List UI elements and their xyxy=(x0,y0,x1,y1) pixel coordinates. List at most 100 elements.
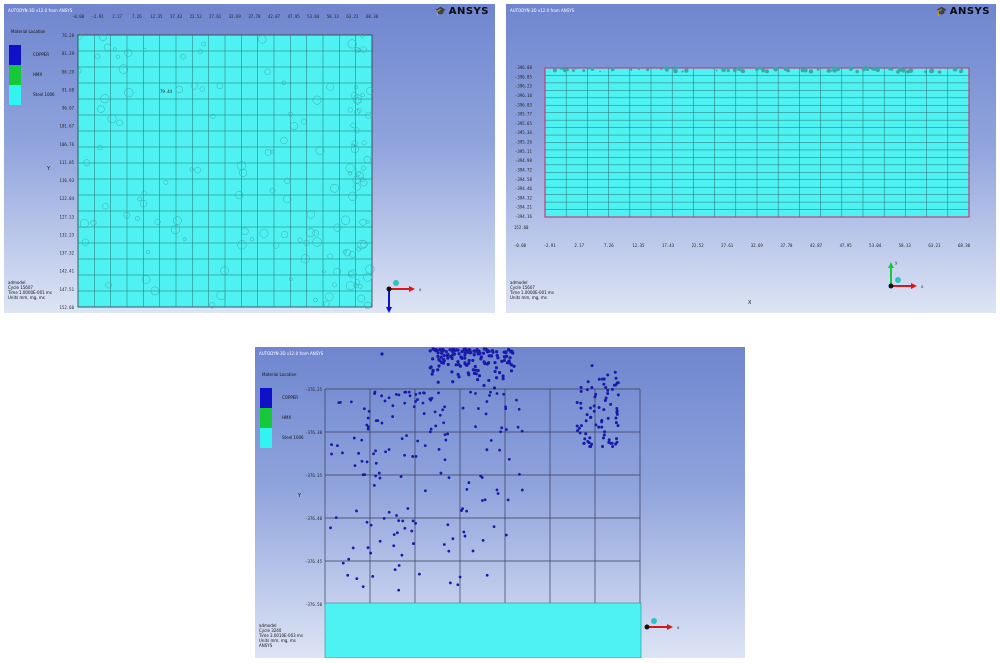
copper-fragment xyxy=(373,392,376,396)
surface-pit xyxy=(361,140,367,146)
y-tick-label: 101.67 xyxy=(60,124,75,129)
surface-crater xyxy=(826,68,831,73)
copper-fragment xyxy=(602,433,606,437)
copper-fragment xyxy=(414,400,417,403)
copper-fragment xyxy=(443,433,447,437)
copper-fragment xyxy=(485,573,489,577)
copper-fragment xyxy=(400,437,404,441)
surface-pit xyxy=(358,284,363,289)
copper-fragment xyxy=(473,364,477,369)
surface-pit xyxy=(303,239,310,246)
copper-fragment xyxy=(579,401,583,405)
y-tick-label: -376.50 xyxy=(305,602,322,607)
surface-pit xyxy=(356,48,361,53)
copper-fragment xyxy=(378,539,382,543)
copper-fragment xyxy=(597,377,601,381)
copper-fragment xyxy=(380,421,384,425)
surface-pit xyxy=(175,85,183,94)
copper-fragment xyxy=(590,385,594,389)
copper-fragment xyxy=(448,581,452,585)
x-tick-label: 22.52 xyxy=(190,14,203,19)
copper-fragment xyxy=(602,377,606,381)
surface-crater xyxy=(784,68,787,71)
copper-fragment xyxy=(512,364,516,368)
surface-crater xyxy=(673,68,678,74)
copper-fragment xyxy=(446,432,450,436)
copper-fragment xyxy=(477,374,482,378)
surface-pit xyxy=(100,94,110,104)
surface-crater xyxy=(832,66,836,71)
viewport-fragment-view[interactable]: AUTODYN-3D v12.0 from ANSYS Material Loc… xyxy=(255,347,745,658)
copper-fragment xyxy=(583,437,587,441)
copper-fragment xyxy=(494,366,499,370)
copper-fragment xyxy=(481,351,486,355)
copper-fragment xyxy=(589,415,593,419)
copper-fragment xyxy=(442,421,446,425)
y-tick-label: 76.28 xyxy=(62,33,75,38)
y-tick-label: -376.35 xyxy=(305,473,322,478)
triad-z-marker xyxy=(393,280,399,286)
viewport-top-view[interactable]: AUTODYN-3D v12.0 from ANSYS 🎓 ANSYS Mater… xyxy=(4,4,495,313)
surface-pit xyxy=(280,136,288,145)
copper-fragment xyxy=(495,392,499,395)
surface-pit xyxy=(364,301,372,310)
copper-fragment xyxy=(365,460,369,464)
copper-fragment xyxy=(483,498,487,502)
triad-z-marker xyxy=(895,277,901,283)
viewport-side-view[interactable]: AUTODYN-3D v12.0 from ANSYS 🎓 ANSYS -396.… xyxy=(506,4,996,313)
surface-pit xyxy=(333,267,341,276)
surface-pit xyxy=(283,194,292,204)
surface-pit xyxy=(359,32,365,38)
surface-pit xyxy=(273,242,280,249)
copper-fragment xyxy=(484,412,488,416)
copper-fragment xyxy=(437,357,441,362)
copper-fragment xyxy=(407,390,411,394)
copper-fragment xyxy=(450,356,454,361)
copper-fragment xyxy=(474,392,477,395)
copper-fragment xyxy=(439,471,443,475)
surface-pit xyxy=(201,41,206,47)
copper-fragment xyxy=(380,394,383,398)
copper-fragment xyxy=(436,354,440,359)
copper-fragment xyxy=(473,349,477,354)
copper-fragment xyxy=(509,369,514,373)
copper-fragment xyxy=(495,350,499,354)
copper-fragment xyxy=(392,544,396,548)
copper-fragment xyxy=(502,355,507,359)
x-tick-label: 32.69 xyxy=(229,14,242,19)
copper-fragment xyxy=(509,363,514,367)
surface-pit xyxy=(103,43,112,51)
x-tick-label: 32.69 xyxy=(751,243,764,248)
surface-pit xyxy=(357,294,366,303)
copper-fragment xyxy=(405,434,408,438)
surface-pit xyxy=(209,302,216,309)
copper-fragment xyxy=(609,402,613,406)
surface-pit xyxy=(97,144,103,151)
copper-fragment xyxy=(592,409,596,413)
copper-fragment xyxy=(403,526,407,530)
surface-pit xyxy=(353,96,362,105)
surface-crater xyxy=(681,70,684,73)
copper-fragment xyxy=(380,352,384,356)
copper-fragment xyxy=(372,452,375,456)
copper-fragment xyxy=(416,439,420,443)
copper-fragment xyxy=(366,546,370,550)
copper-fragment xyxy=(434,424,438,428)
copper-fragment xyxy=(602,408,606,412)
copper-fragment xyxy=(462,530,466,534)
copper-fragment xyxy=(442,353,446,358)
copper-fragment xyxy=(412,405,416,409)
copper-fragment xyxy=(495,488,499,492)
surface-pit xyxy=(347,39,357,49)
copper-fragment xyxy=(429,365,433,369)
y-tick-label: 127.13 xyxy=(60,214,75,219)
surface-pit xyxy=(234,190,244,200)
legend-swatch-steel xyxy=(9,85,21,105)
copper-fragment xyxy=(481,538,485,542)
copper-fragment xyxy=(414,521,417,525)
ansys-logo: 🎓 ANSYS xyxy=(435,6,489,17)
surface-pit xyxy=(81,238,89,246)
surface-pit xyxy=(113,47,117,51)
copper-fragment xyxy=(433,410,437,414)
y-tick-label: -396.88 xyxy=(515,65,532,70)
